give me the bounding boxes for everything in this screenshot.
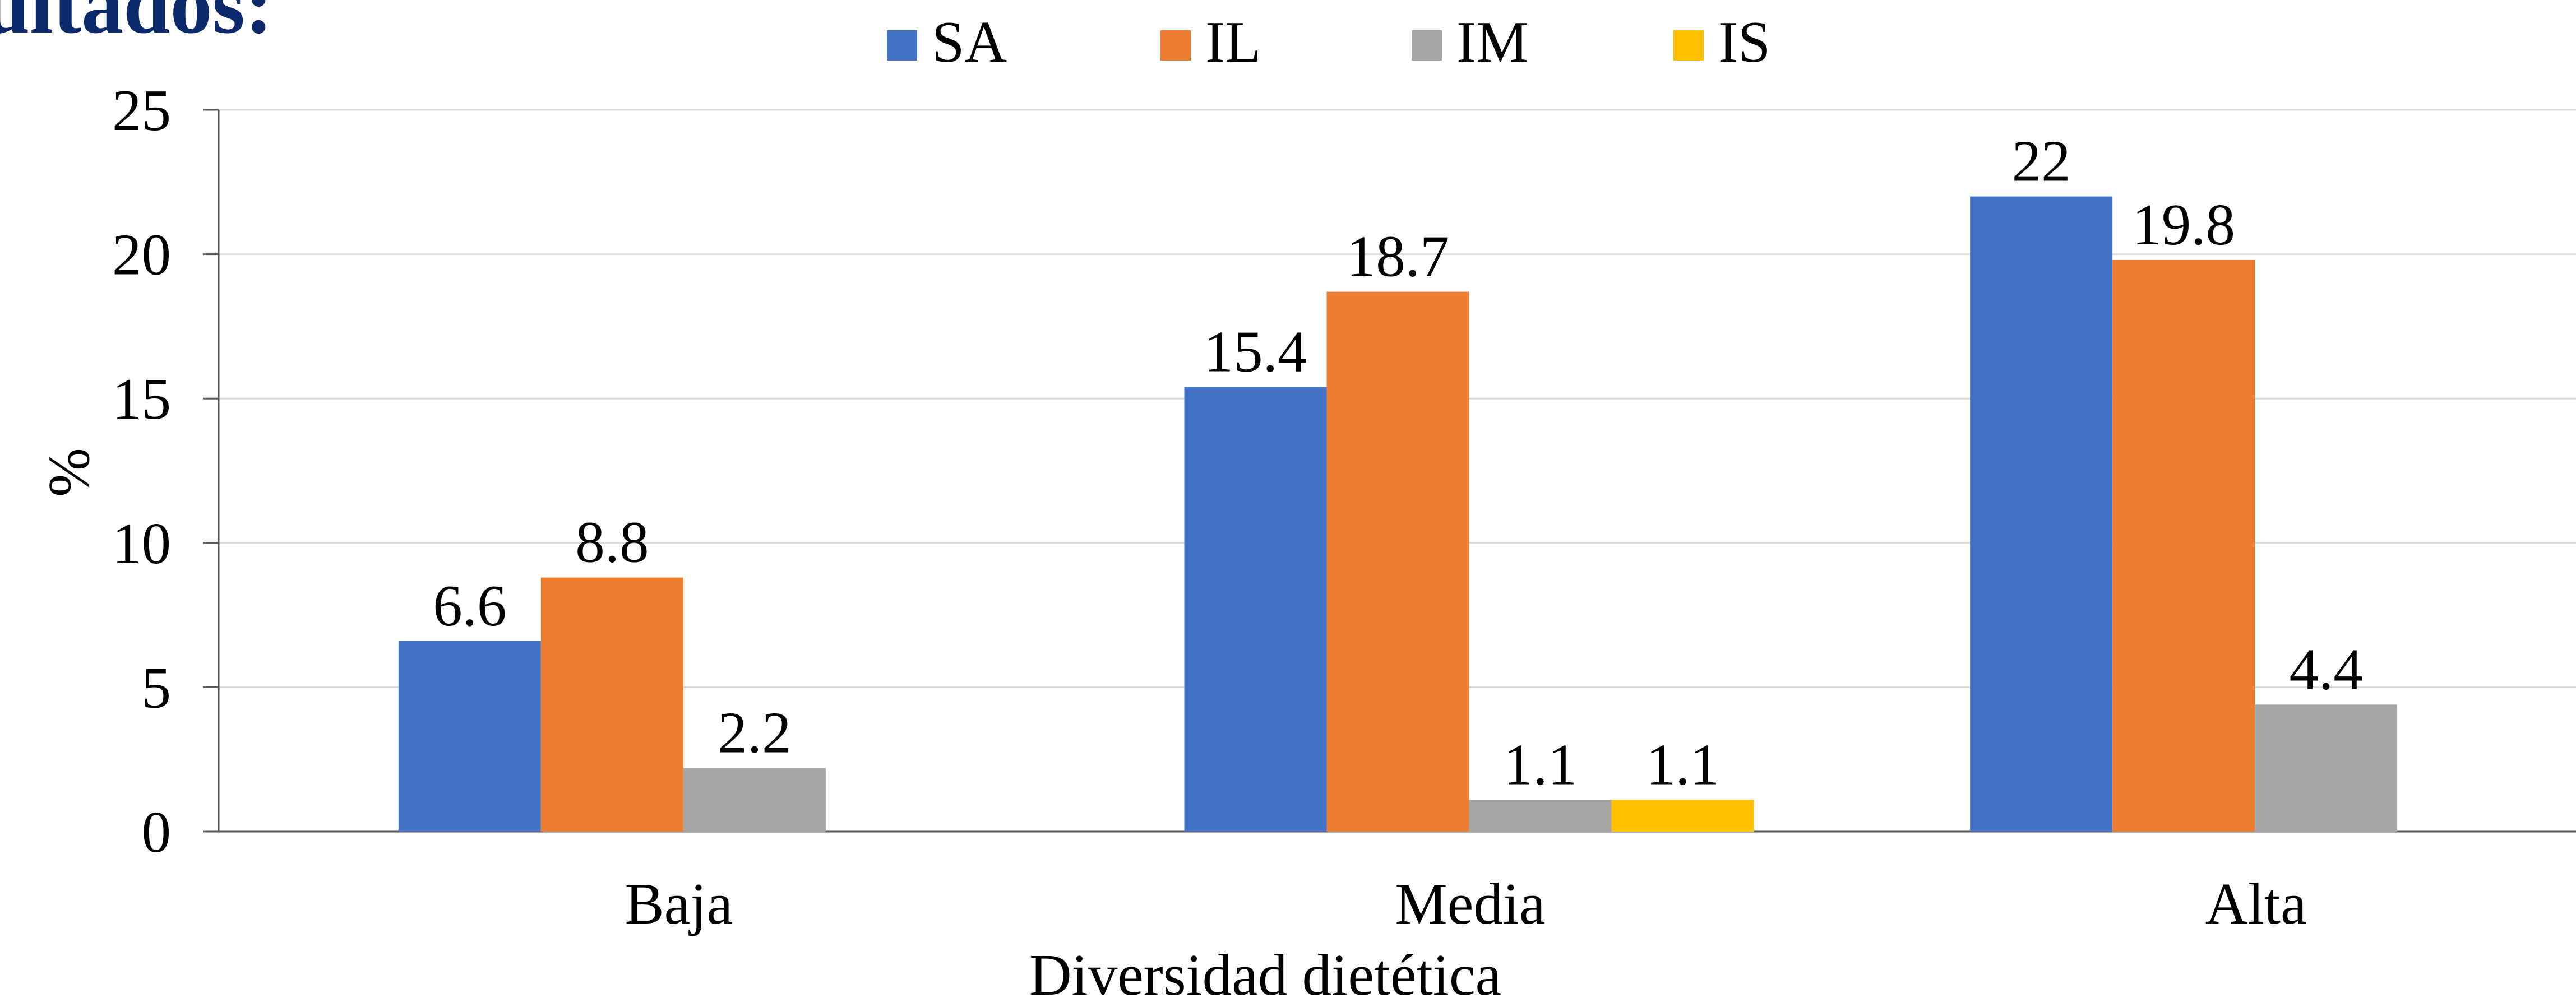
y-tick-label: 20 — [112, 222, 171, 287]
data-label: 4.4 — [2290, 636, 2363, 702]
x-tick-label: Alta — [2205, 871, 2307, 936]
legend-label-im: IM — [1456, 9, 1528, 75]
x-tick-label: Baja — [625, 871, 733, 936]
legend-label-is: IS — [1718, 9, 1770, 75]
legend-swatch-sa — [887, 30, 917, 61]
legend-swatch-im — [1412, 30, 1442, 61]
bar-sa-media — [1184, 387, 1327, 832]
bar-il-alta — [2112, 259, 2255, 832]
y-tick-label: 0 — [142, 799, 172, 865]
data-label: 19.8 — [2132, 192, 2235, 257]
legend-swatch-il — [1160, 30, 1191, 61]
bar-sa-baja — [398, 641, 541, 832]
y-tick-label: 5 — [142, 655, 172, 720]
bar-im-media — [1469, 800, 1612, 832]
legend-label-sa: SA — [932, 9, 1007, 75]
x-axis-title: Diversidad dietética — [1029, 942, 1502, 1007]
data-label: 22 — [2012, 128, 2071, 194]
data-label: 1.1 — [1504, 731, 1577, 797]
bar-im-baja — [683, 768, 826, 832]
y-tick-label: 15 — [112, 366, 171, 431]
data-labels: 6.6 15.4 22 8.8 18.7 19.8 2.2 1.1 4.4 1.1 — [433, 128, 2363, 797]
bar-il-baja — [540, 577, 683, 832]
legend: SA IL IM IS — [887, 9, 1770, 75]
data-label: 2.2 — [718, 700, 791, 765]
bar-il-media — [1326, 291, 1469, 832]
bars — [398, 196, 2398, 832]
data-label: 1.1 — [1646, 731, 1719, 797]
y-axis-title: % — [36, 448, 101, 496]
x-tick-label: Media — [1395, 871, 1545, 936]
bar-sa-alta — [1970, 196, 2113, 832]
bar-is-media — [1611, 800, 1754, 832]
legend-swatch-is — [1673, 30, 1704, 61]
y-tick-label: 25 — [112, 77, 171, 143]
legend-label-il: IL — [1205, 9, 1261, 75]
data-label: 8.8 — [575, 509, 649, 575]
y-tick-label: 10 — [112, 511, 171, 576]
page-heading: ultados: — [0, 0, 273, 51]
data-label: 15.4 — [1204, 319, 1307, 384]
data-label: 18.7 — [1347, 224, 1450, 289]
bar-im-alta — [2255, 704, 2398, 832]
data-label: 6.6 — [433, 573, 506, 638]
